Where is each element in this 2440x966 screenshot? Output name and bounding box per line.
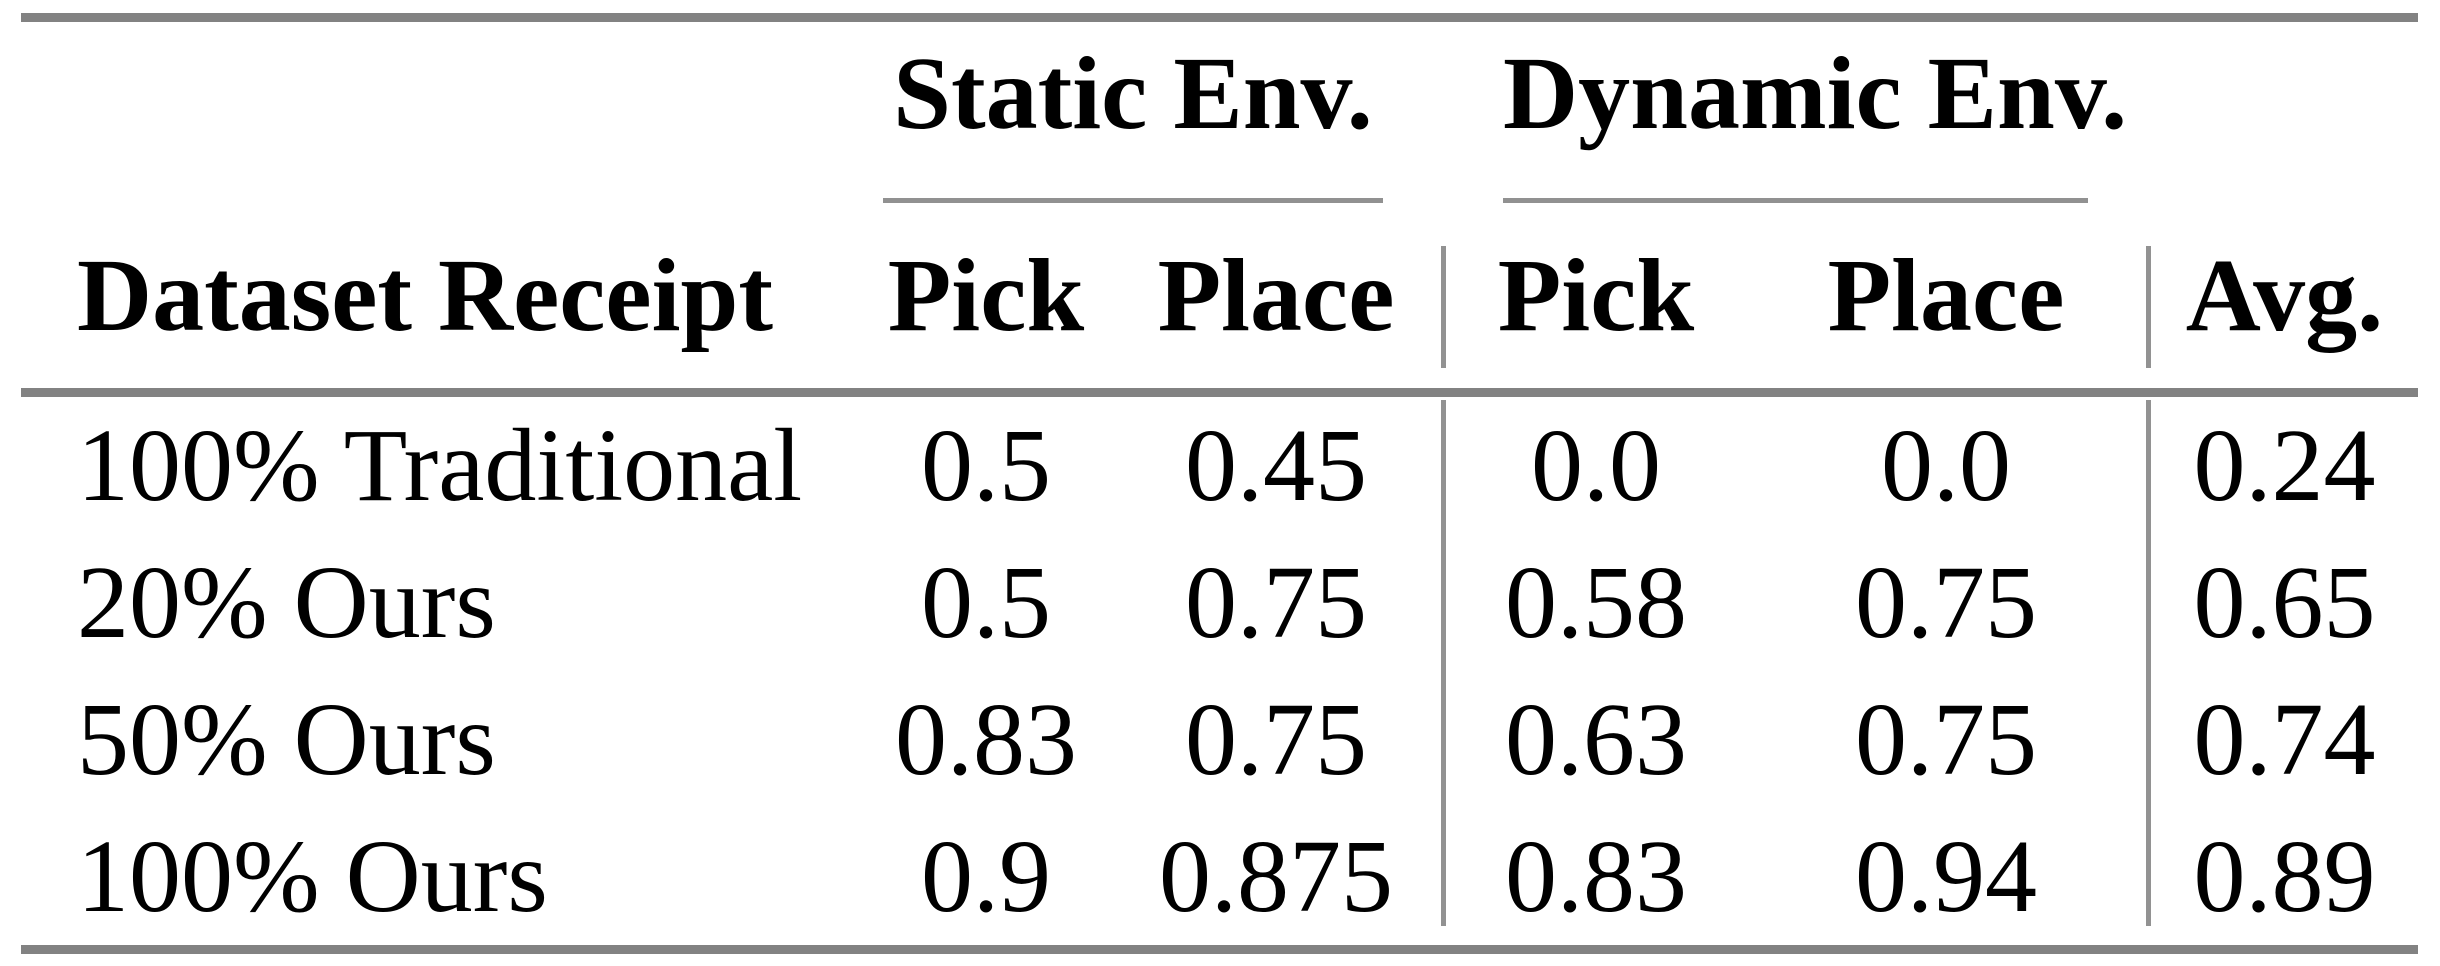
cell-dynamic-pick: 0.63 (1505, 681, 1687, 797)
dynamic-env-group-header: Dynamic Env. (1503, 36, 2128, 151)
cell-dynamic-place: 0.0 (1881, 407, 2011, 523)
cell-static-place: 0.875 (1159, 818, 1393, 934)
vertical-separator-2-header (2146, 246, 2151, 368)
cell-avg: 0.24 (2193, 407, 2376, 523)
col-header-dynamic-pick: Pick (1497, 238, 1695, 353)
cell-dynamic-pick: 0.0 (1531, 407, 1661, 523)
header-rule (21, 388, 2418, 397)
vertical-separator-2-body (2146, 400, 2151, 926)
cell-static-pick: 0.5 (921, 544, 1051, 660)
col-header-dataset-receipt: Dataset Receipt (77, 238, 773, 353)
cell-static-pick: 0.9 (921, 818, 1051, 934)
col-header-static-place: Place (1157, 238, 1395, 353)
table-row: 100% Traditional 0.5 0.45 0.0 0.0 0.24 (0, 397, 2440, 534)
cell-static-place: 0.75 (1185, 544, 1367, 660)
static-env-group-header: Static Env. (893, 36, 1373, 151)
top-rule (21, 13, 2418, 22)
cell-avg: 0.65 (2193, 544, 2376, 660)
vertical-separator-1-header (1441, 246, 1446, 368)
col-header-avg: Avg. (2185, 238, 2384, 353)
static-env-underline (883, 198, 1383, 203)
cell-static-pick: 0.83 (895, 681, 1077, 797)
col-header-dynamic-place: Place (1827, 238, 2065, 353)
row-label: 50% Ours (77, 681, 496, 797)
col-header-static-pick: Pick (887, 238, 1085, 353)
cell-dynamic-place: 0.94 (1855, 818, 2037, 934)
cell-dynamic-place: 0.75 (1855, 681, 2037, 797)
row-label: 100% Ours (77, 818, 548, 934)
cell-dynamic-place: 0.75 (1855, 544, 2037, 660)
vertical-separator-1-body (1441, 400, 1446, 926)
cell-dynamic-pick: 0.83 (1505, 818, 1687, 934)
column-header-row: Dataset Receipt Pick Place Pick Place Av… (21, 204, 2418, 388)
cell-avg: 0.89 (2193, 818, 2376, 934)
cell-static-place: 0.45 (1185, 407, 1367, 523)
table-row: 20% Ours 0.5 0.75 0.58 0.75 0.65 (0, 534, 2440, 671)
cell-avg: 0.74 (2193, 681, 2376, 797)
table-body: 100% Traditional 0.5 0.45 0.0 0.0 0.24 2… (0, 397, 2440, 945)
table-row: 100% Ours 0.9 0.875 0.83 0.94 0.89 (0, 808, 2440, 945)
row-label: 20% Ours (77, 544, 496, 660)
cell-dynamic-pick: 0.58 (1505, 544, 1687, 660)
bottom-rule (21, 945, 2418, 954)
cell-static-pick: 0.5 (921, 407, 1051, 523)
cell-static-place: 0.75 (1185, 681, 1367, 797)
row-label: 100% Traditional (77, 407, 803, 523)
table-row: 50% Ours 0.83 0.75 0.63 0.75 0.74 (0, 671, 2440, 808)
dynamic-env-underline (1503, 198, 2088, 203)
